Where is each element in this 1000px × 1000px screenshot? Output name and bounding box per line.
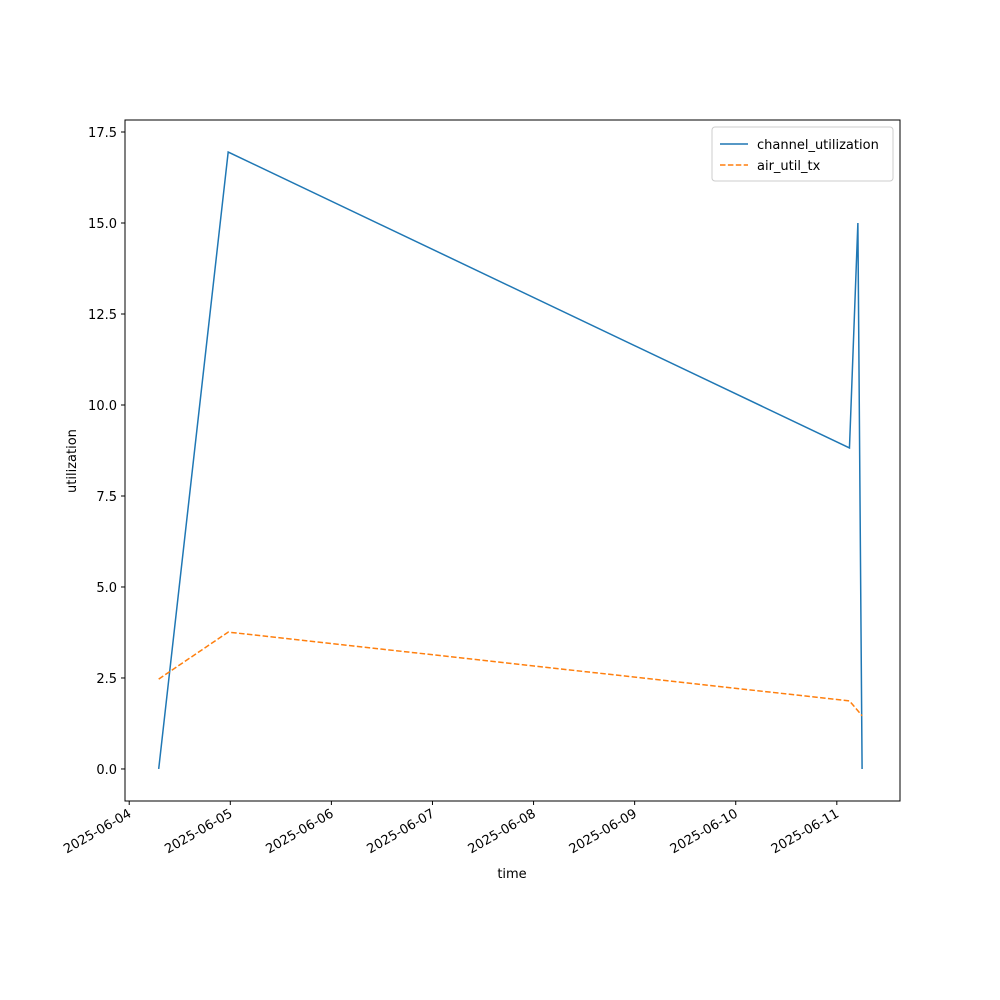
x-axis-label: time [497,867,526,882]
y-tick-label: 2.5 [96,672,117,687]
y-tick-label: 7.5 [96,490,117,505]
y-axis-label: utilization [65,429,80,493]
series-line [157,150,863,770]
legend-label: air_util_tx [757,159,821,174]
series-line [158,631,863,717]
y-tick-label: 5.0 [96,581,117,596]
y-tick-label: 12.5 [88,308,117,323]
plot-frame [124,119,901,802]
y-tick-label: 0.0 [96,763,117,778]
legend-box [711,126,894,182]
y-tick-label: 15.0 [88,217,117,232]
y-tick-label: 17.5 [88,126,117,141]
y-tick-label: 10.0 [88,399,117,414]
legend-label: channel_utilization [757,138,879,153]
